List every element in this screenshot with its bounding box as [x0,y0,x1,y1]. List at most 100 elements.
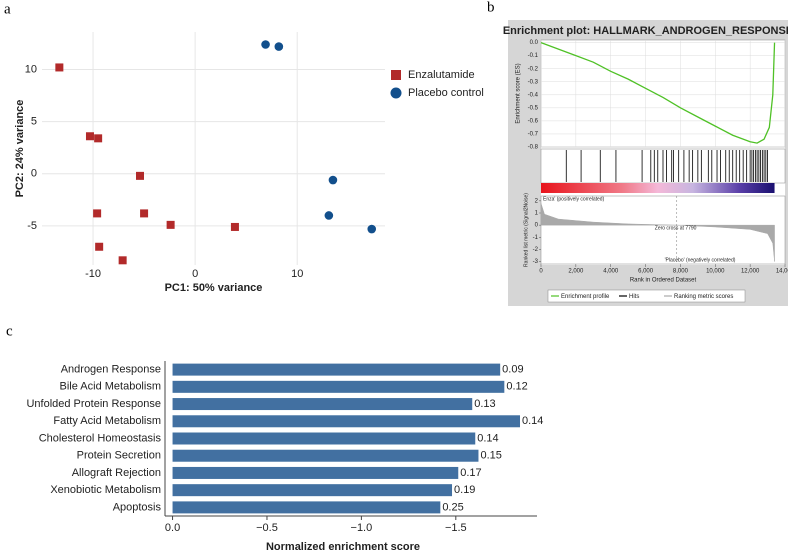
y2-tick-label: 1 [535,211,539,217]
x-tick-label: 10 [291,268,303,280]
bar-label: 0.12 [506,381,527,393]
category-label: Unfolded Protein Response [26,398,161,410]
x-tick-label: 0 [192,268,198,280]
y-tick-label: 0 [31,168,37,180]
bar [172,466,459,479]
panel-label: b [487,0,495,15]
y2-axis-label: Ranked list metric (Signal2Noise) [523,193,529,267]
x-tick-label: 0 [539,269,543,275]
point [328,175,338,185]
legend-label: Hits [629,294,639,300]
legend-label: Ranking metric scores [674,294,733,300]
x-axis-label: Rank in Ordered Dataset [630,278,697,284]
y-tick-label: -0.6 [528,118,539,124]
x-axis-label: PC1: 50% variance [165,282,263,294]
y-tick-label: 0.0 [530,40,539,46]
legend-marker [390,87,402,99]
bar-label: 0.09 [502,364,523,376]
bar-label: 0.14 [477,432,498,444]
y-axis-label: PC2: 24% variance [14,100,26,198]
y-tick-label: -0.7 [528,132,539,138]
y2-tick-label: -1 [533,235,539,241]
legend-label: Enrichment profile [561,294,610,300]
legend-marker [391,70,401,80]
category-label: Cholesterol Homeostasis [39,432,162,444]
point [95,242,104,251]
y2-tick-label: 0 [535,223,539,229]
point [55,63,64,72]
point [85,132,94,141]
bar [172,484,453,497]
point [274,42,284,51]
legend-label: Enzalutamide [408,69,475,81]
bar-label: 0.14 [522,415,543,427]
x-tick-label: -10 [85,268,101,280]
x-tick-label: −1.5 [445,522,467,534]
point [136,171,144,180]
bar-label: 0.25 [442,501,463,513]
bar-label: 0.15 [480,450,501,462]
x-tick-label: 14,000 [776,269,788,275]
metric-frame [540,195,786,265]
category-label: Protein Secretion [77,450,161,462]
x-tick-label: −0.5 [256,522,278,534]
bar [172,501,441,514]
y2-tick-label: 2 [535,198,539,204]
x-tick-label: 2,000 [568,269,584,275]
bar-label: 0.13 [474,398,495,410]
category-label: Apoptosis [113,501,162,513]
bar-label: 0.17 [460,467,481,479]
x-tick-label: 10,000 [706,269,725,275]
y-tick-label: 10 [25,63,37,75]
x-tick-label: 12,000 [741,269,760,275]
legend-label: Placebo control [408,87,484,99]
y-tick-label: 5 [31,116,37,128]
point [324,211,334,220]
enrichment-line [540,42,776,144]
bar-label: 0.19 [454,484,475,496]
x-tick-label: 4,000 [603,269,619,275]
point [166,220,175,229]
bar [172,398,473,411]
zero-cross-label: Zero cross at 7790 [655,225,697,231]
category-label: Androgen Response [61,364,161,376]
y2-tick-label: -2 [533,247,539,253]
positive-label: Enza' (positively correlated) [543,196,605,202]
y-tick-label: -0.3 [528,79,539,85]
rank-color-bar [541,183,775,193]
bar [172,432,476,445]
y2-tick-label: -3 [533,259,539,265]
x-tick-label: 8,000 [673,269,689,275]
y-tick-label: -0.8 [528,145,539,151]
y-tick-label: -0.4 [528,92,539,98]
point [230,222,239,231]
category-label: Bile Acid Metabolism [60,381,162,393]
category-label: Xenobiotic Metabolism [50,484,161,496]
chart-title: Enrichment plot: HALLMARK_ANDROGEN_RESPO… [503,25,788,37]
point [94,134,103,143]
bar [172,449,479,462]
negative-label: 'Placebo' (negatively correlated) [665,257,736,263]
y-axis-label: Enrichment score (ES) [516,63,522,123]
panel-label: c [6,323,13,339]
category-label: Fatty Acid Metabolism [53,415,161,427]
point [140,209,149,218]
point [118,256,127,265]
y-tick-label: -0.2 [528,66,539,72]
point [367,224,377,234]
x-tick-label: 0.0 [165,522,180,534]
x-tick-label: −1.0 [351,522,373,534]
bar [172,415,521,428]
legend-box [547,289,746,303]
bar [172,363,501,376]
point [261,40,270,49]
x-tick-label: 6,000 [638,269,654,275]
y-tick-label: -0.1 [528,53,539,59]
bar [172,380,505,393]
point [93,209,102,218]
y-tick-label: -5 [27,220,37,232]
ranking-metric-area [540,203,775,262]
category-label: Allograft Rejection [72,467,161,479]
x-axis-label: Normalized enrichment score [266,541,420,552]
